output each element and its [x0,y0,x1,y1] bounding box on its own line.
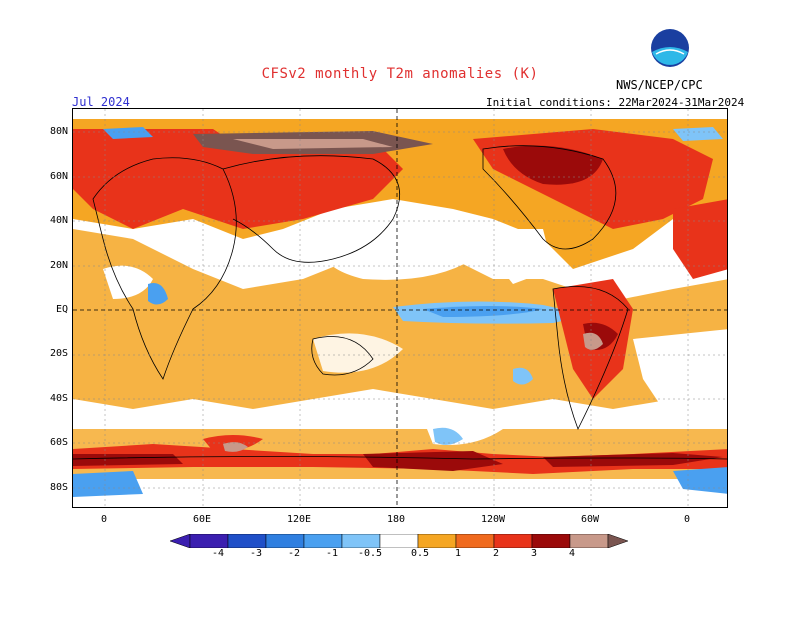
lon-label-0: 0 [100,514,108,525]
agency-label: NWS/NCEP/CPC [616,78,703,92]
lat-label-60n: 60N [49,171,68,182]
initial-conditions: Initial conditions: 22Mar2024-31Mar2024 [486,96,745,109]
colorbar-label: 1 [454,548,462,559]
colorbar-label: -1 [325,548,339,559]
chart-title: CFSv2 monthly T2m anomalies (K) [261,66,539,82]
lat-label-60s: 60S [49,437,68,448]
lat-label-80n: 80N [49,126,68,137]
colorbar-label: 3 [530,548,538,559]
lat-label-eq: EQ [55,304,68,315]
colorbar-label: 2 [492,548,500,559]
lon-label-180: 180 [386,514,406,525]
lat-label-80s: 80S [49,482,68,493]
lon-label-120e: 120E [286,514,312,525]
lat-label-20n: 20N [49,260,68,271]
colorbar-label: -3 [249,548,263,559]
lat-label-40s: 40S [49,393,68,404]
anomaly-fields [73,119,727,497]
anomaly-map [72,108,728,508]
lon-label-0-east: 0 [683,514,691,525]
valid-month: Jul 2024 [72,95,130,109]
colorbar-label: -0.5 [357,548,383,559]
lat-label-20s: 20S [49,348,68,359]
lon-label-60w: 60W [580,514,600,525]
lon-label-60e: 60E [192,514,212,525]
colorbar [170,534,629,548]
graticule [73,109,727,507]
colorbar-label: 4 [568,548,576,559]
lon-label-120w: 120W [480,514,506,525]
coastlines [73,145,727,460]
lat-label-40n: 40N [49,215,68,226]
colorbar-label: -2 [287,548,301,559]
noaa-logo [651,29,689,67]
colorbar-label: 0.5 [410,548,430,559]
colorbar-label: -4 [211,548,225,559]
map-canvas [73,109,727,507]
